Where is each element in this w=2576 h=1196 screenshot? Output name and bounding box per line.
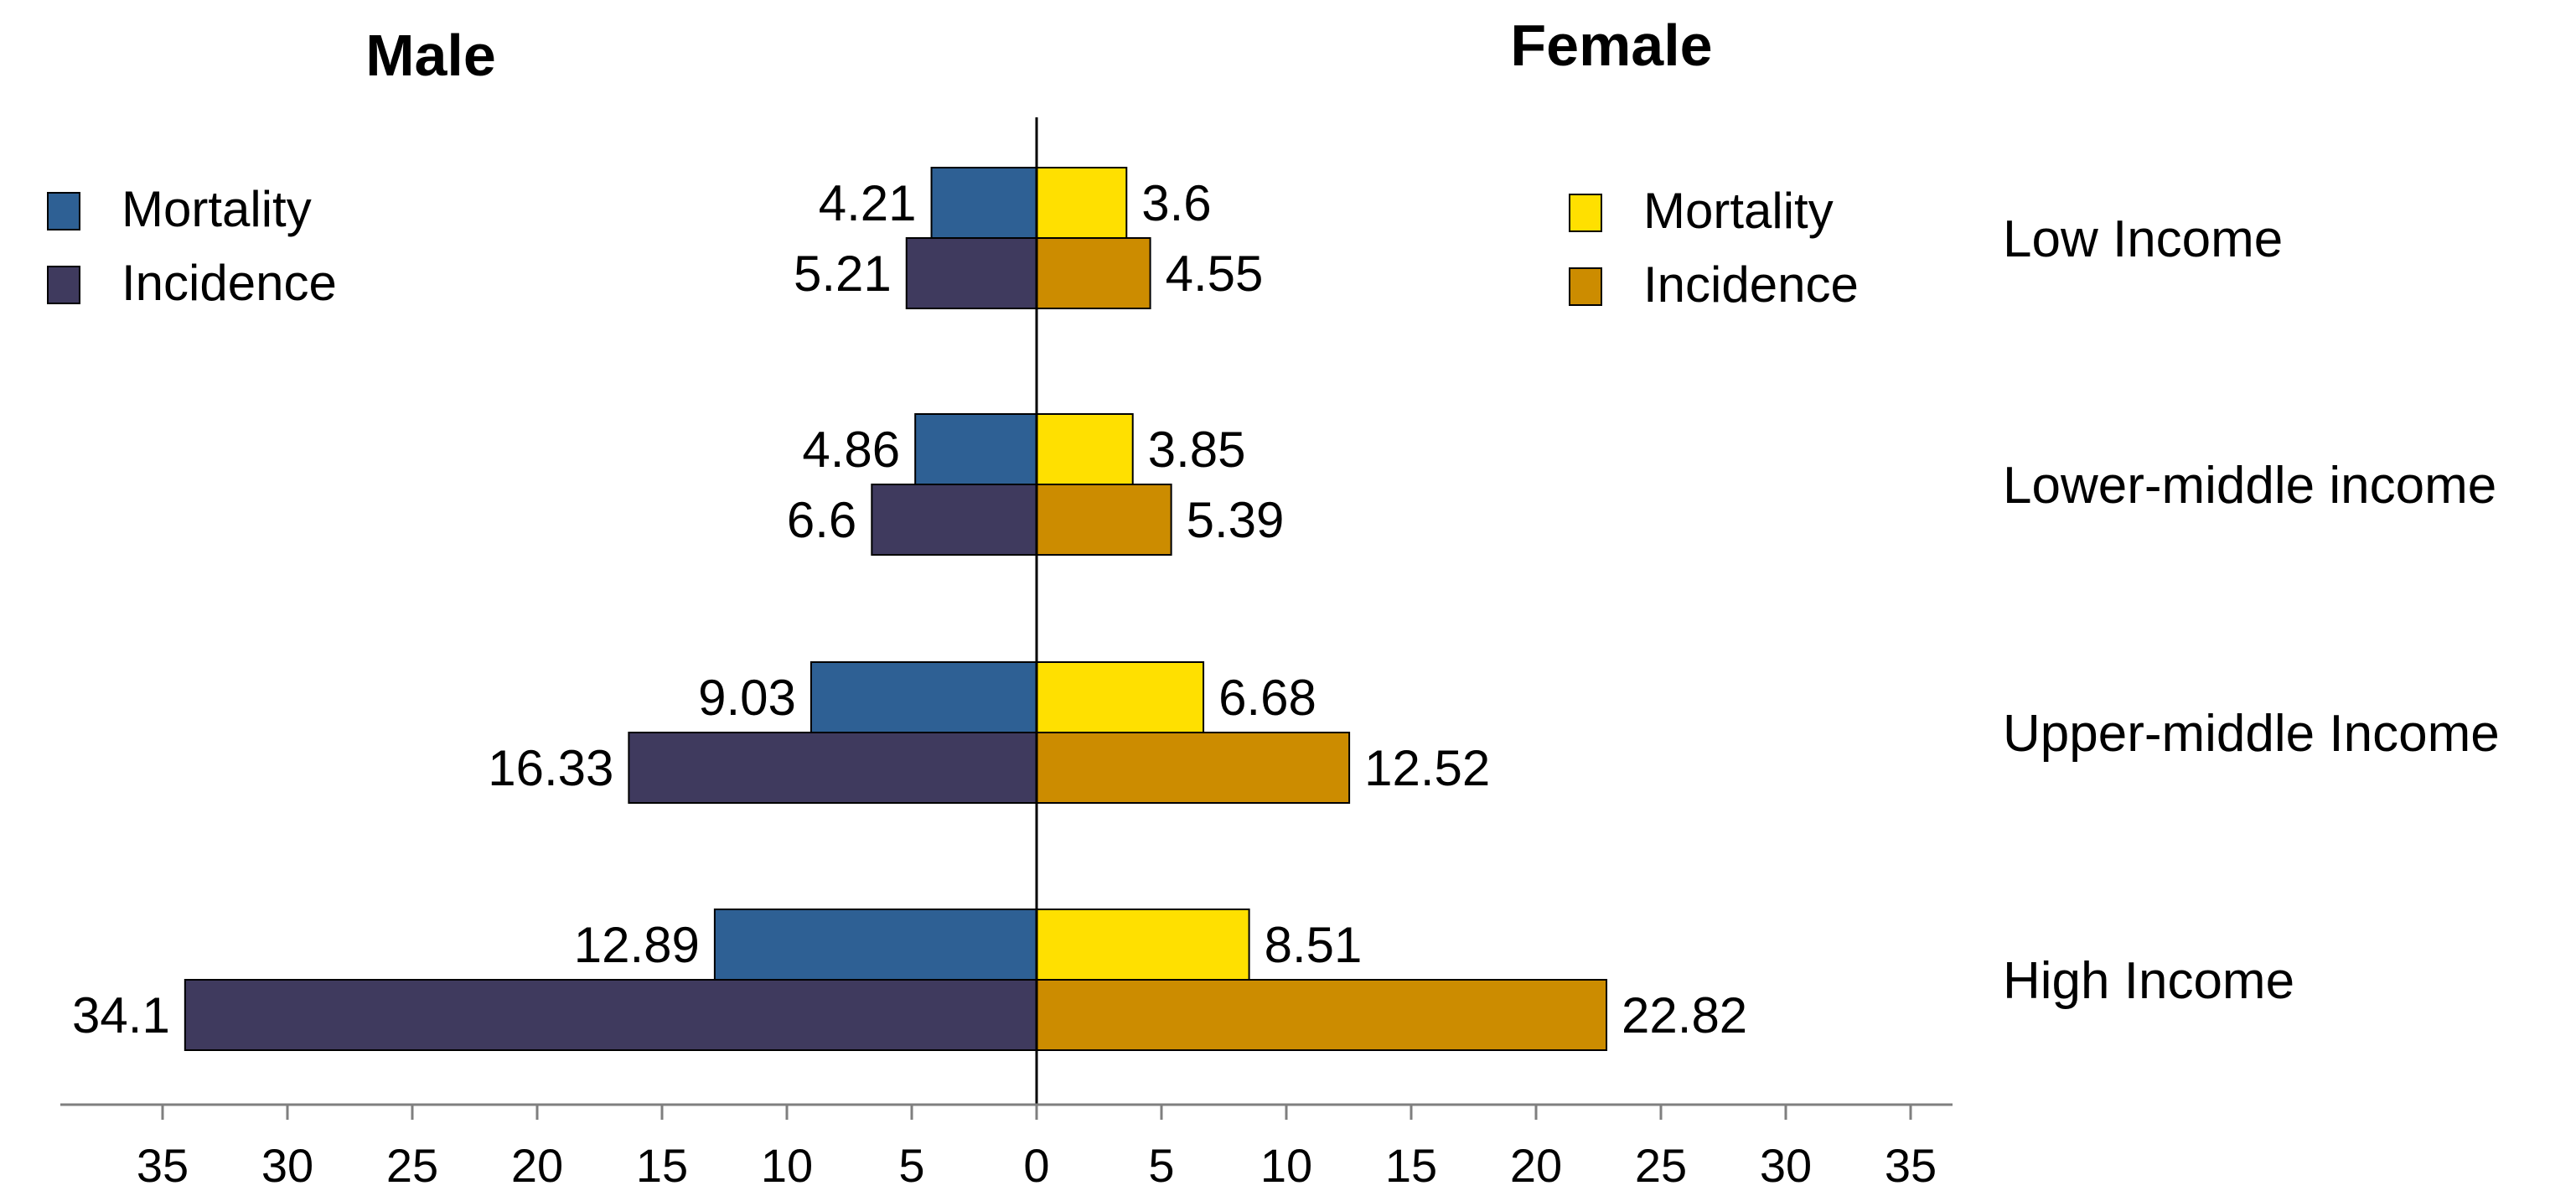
bar-female-mortality-low-income bbox=[1036, 167, 1128, 239]
value-label-female-mortality-low-income: 3.6 bbox=[1141, 175, 1211, 231]
bars-group bbox=[184, 167, 1608, 1051]
bar-male-incidence-high-income bbox=[184, 979, 1037, 1051]
x-tick-label: 35 bbox=[1885, 1139, 1937, 1192]
category-label-lower-middle-income: Lower-middle income bbox=[2003, 457, 2496, 515]
bar-female-incidence-lower-middle-income bbox=[1036, 484, 1172, 556]
legend-label-male-incidence: Incidence bbox=[122, 255, 337, 311]
x-tick-label: 20 bbox=[511, 1139, 563, 1192]
x-tick-label: 10 bbox=[1260, 1139, 1312, 1192]
x-tick-label: 15 bbox=[636, 1139, 688, 1192]
legend-label-female-mortality: Mortality bbox=[1643, 183, 1834, 239]
category-label-low-income: Low Income bbox=[2003, 210, 2283, 268]
x-tick-label: 5 bbox=[1148, 1139, 1174, 1192]
panel-title-female: Female bbox=[1510, 13, 1712, 78]
bar-female-mortality-upper-middle-income bbox=[1036, 661, 1205, 733]
bar-male-mortality-lower-middle-income bbox=[914, 413, 1037, 485]
x-tick-label: 20 bbox=[1510, 1139, 1562, 1192]
value-labels-group: 4.21 4.86 9.03 12.89 5.21 6.6 16.33 34.1 3.6 3.85… bbox=[72, 175, 1747, 1043]
value-label-female-mortality-upper-middle-income: 6.68 bbox=[1218, 670, 1316, 726]
value-label-male-mortality-high-income: 12.89 bbox=[574, 917, 700, 973]
legend-label-male-mortality: Mortality bbox=[122, 181, 312, 237]
value-label-male-incidence-upper-middle-income: 16.33 bbox=[488, 740, 613, 796]
bar-male-mortality-low-income bbox=[930, 167, 1037, 239]
value-label-female-mortality-lower-middle-income: 3.85 bbox=[1148, 422, 1246, 478]
bar-female-mortality-high-income bbox=[1036, 909, 1250, 981]
bar-male-incidence-low-income bbox=[905, 237, 1037, 309]
category-label-high-income: High Income bbox=[2003, 952, 2294, 1010]
legend-swatch-female-mortality bbox=[1569, 194, 1602, 232]
x-tick-label: 30 bbox=[1760, 1139, 1812, 1192]
legend-label-female-incidence: Incidence bbox=[1643, 256, 1859, 313]
x-tick-label: 35 bbox=[137, 1139, 189, 1192]
value-label-female-incidence-lower-middle-income: 5.39 bbox=[1187, 492, 1285, 548]
x-tick-label: 30 bbox=[261, 1139, 313, 1192]
legend-swatch-female-incidence bbox=[1569, 267, 1602, 306]
x-tick-label: 10 bbox=[761, 1139, 813, 1192]
x-tick-label: 5 bbox=[898, 1139, 924, 1192]
value-label-female-mortality-high-income: 8.51 bbox=[1265, 917, 1363, 973]
legend-swatch-male-incidence bbox=[47, 266, 80, 304]
x-axis: 35 30 25 20 15 10 5 0 5 10 15 20 25 30 35 bbox=[60, 117, 1953, 1192]
bar-male-mortality-high-income bbox=[713, 909, 1037, 981]
bar-male-mortality-upper-middle-income bbox=[810, 661, 1037, 733]
x-tick-label: 15 bbox=[1385, 1139, 1437, 1192]
value-label-male-incidence-lower-middle-income: 6.6 bbox=[787, 492, 856, 548]
x-tick-label: 25 bbox=[386, 1139, 438, 1192]
bar-female-incidence-high-income bbox=[1036, 979, 1608, 1051]
x-tick-label: 25 bbox=[1635, 1139, 1687, 1192]
value-label-female-incidence-upper-middle-income: 12.52 bbox=[1364, 740, 1490, 796]
x-tick-label: 0 bbox=[1023, 1139, 1049, 1192]
category-label-upper-middle-income: Upper-middle Income bbox=[2003, 705, 2500, 763]
value-label-male-incidence-high-income: 34.1 bbox=[72, 987, 170, 1043]
legends: Mortality Incidence Mortality Incidence bbox=[47, 181, 1859, 313]
bar-female-incidence-upper-middle-income bbox=[1036, 732, 1351, 804]
value-label-male-mortality-low-income: 4.21 bbox=[819, 175, 917, 231]
panel-titles: Male Female bbox=[365, 13, 1712, 88]
value-label-male-mortality-upper-middle-income: 9.03 bbox=[698, 670, 796, 726]
panel-title-male: Male bbox=[365, 23, 496, 88]
value-label-male-mortality-lower-middle-income: 4.86 bbox=[802, 422, 900, 478]
value-label-male-incidence-low-income: 5.21 bbox=[794, 246, 892, 302]
bar-male-incidence-upper-middle-income bbox=[628, 732, 1038, 804]
bar-male-incidence-lower-middle-income bbox=[871, 484, 1037, 556]
bar-female-incidence-low-income bbox=[1036, 237, 1151, 309]
bar-female-mortality-lower-middle-income bbox=[1036, 413, 1134, 485]
value-label-female-incidence-low-income: 4.55 bbox=[1166, 246, 1264, 302]
legend-swatch-male-mortality bbox=[47, 192, 80, 230]
value-label-female-incidence-high-income: 22.82 bbox=[1622, 987, 1747, 1043]
category-labels: Low Income Lower-middle income Upper-middl… bbox=[2003, 210, 2500, 1010]
